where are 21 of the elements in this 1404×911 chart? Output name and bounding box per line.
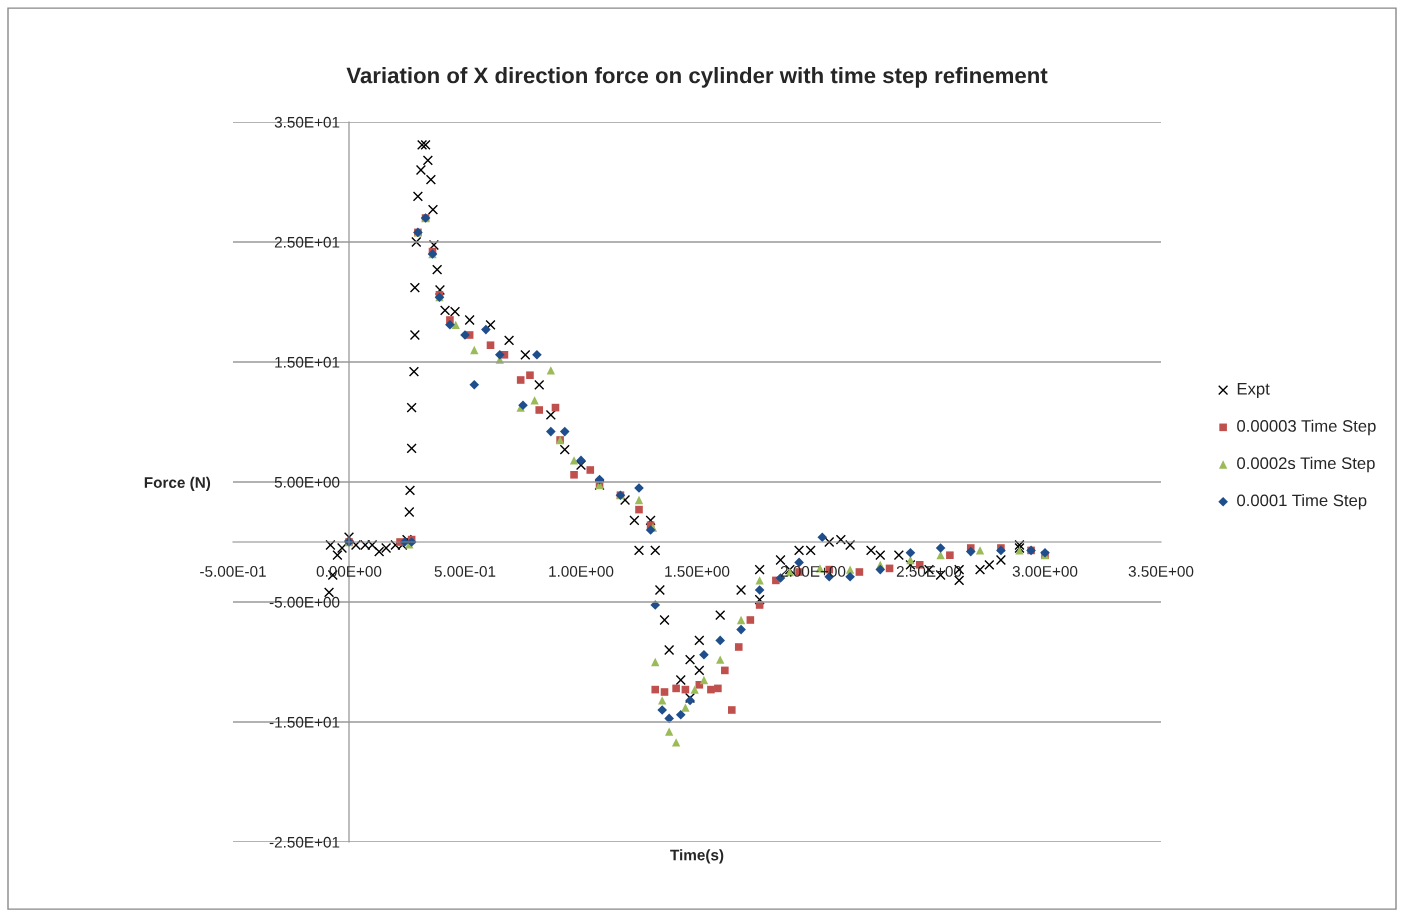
x-tick-label: 0.00E+00 <box>316 566 382 577</box>
legend-label: 0.00003 Time Step <box>1237 419 1376 436</box>
y-tick-label: 5.00E+00 <box>274 476 340 488</box>
x-tick-label: 3.00E+00 <box>1012 566 1078 577</box>
chart-title: Variation of X direction force on cylinder with time step refinement <box>346 67 1048 88</box>
legend-label: 0.0001 Time Step <box>1237 494 1367 510</box>
x-tick-label: 3.50E+00 <box>1128 566 1194 577</box>
legend-label: Expt <box>1237 383 1270 398</box>
legend-label: 0.0002s Time Step <box>1237 456 1375 473</box>
y-tick-label: -2.50E+01 <box>269 836 340 848</box>
x-axis-title: Time(s) <box>670 849 724 864</box>
y-tick-label: -1.50E+01 <box>269 716 340 728</box>
y-axis-title: Force (N) <box>144 476 211 491</box>
x-tick-label: -5.00E-01 <box>200 566 266 577</box>
x-tick-label: 1.00E+00 <box>549 566 614 577</box>
x-tick-label: 1.50E+00 <box>665 566 730 577</box>
y-tick-label: 3.50E+01 <box>274 116 340 128</box>
y-tick-label: 1.50E+01 <box>275 356 340 368</box>
y-tick-label: 2.50E+01 <box>274 236 340 248</box>
y-tick-label: -5.00E+00 <box>269 596 340 608</box>
x-tick-label: 5.00E-01 <box>434 566 496 577</box>
